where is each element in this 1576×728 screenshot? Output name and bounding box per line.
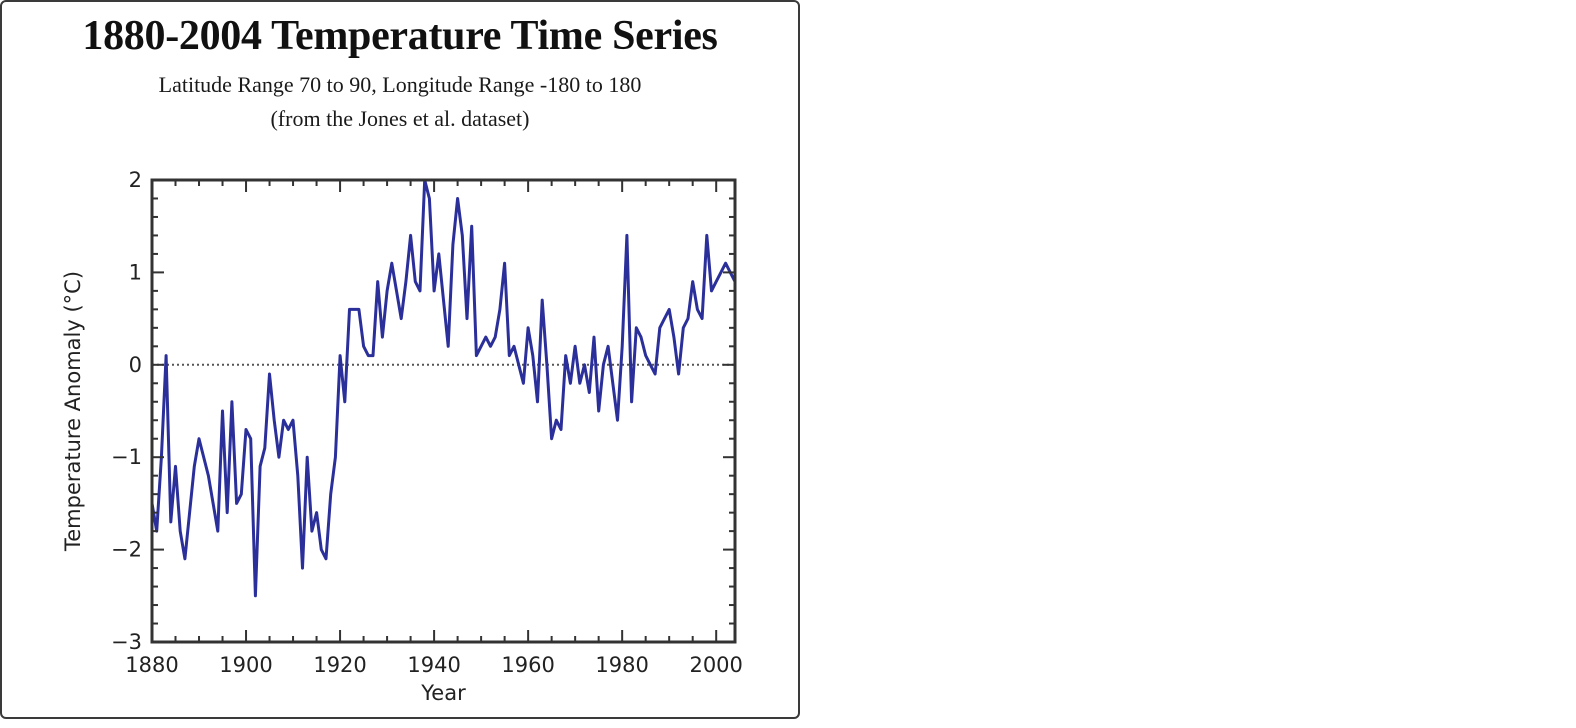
temperature-line-chart: 1880 1900 1920 1940 1960 1980 2000 −3 −2 −1 0 1 2 Ye… (61, 168, 743, 705)
x-tick-label: 1980 (595, 653, 648, 677)
x-axis-title: Year (420, 681, 466, 705)
y-tick-label: 0 (129, 353, 142, 377)
y-tick-label: −1 (111, 445, 142, 469)
temperature-anomaly-series-line (150, 178, 737, 598)
x-tick-label: 1880 (125, 653, 178, 677)
y-tick-label: −3 (111, 630, 142, 654)
plot-area-border (150, 178, 737, 644)
y-axis-title: Temperature Anomaly (°C) (61, 271, 85, 552)
x-tick-label: 1960 (501, 653, 554, 677)
x-tick-label: 1920 (313, 653, 366, 677)
x-tick-label: 2000 (689, 653, 742, 677)
y-tick-label: 2 (129, 168, 142, 192)
chart-subtitle-line-1: Latitude Range 70 to 90, Longitude Range… (158, 72, 642, 97)
chart-title: 1880-2004 Temperature Time Series (82, 13, 718, 59)
x-tick-label: 1940 (407, 653, 460, 677)
x-tick-label: 1900 (219, 653, 272, 677)
chart-subtitle-line-2: (from the Jones et al. dataset) (270, 106, 530, 131)
chart-frame: 1880-2004 Temperature Time Series Latitu… (0, 0, 800, 719)
y-tick-label: 1 (129, 260, 142, 284)
y-tick-label: −2 (111, 538, 142, 562)
